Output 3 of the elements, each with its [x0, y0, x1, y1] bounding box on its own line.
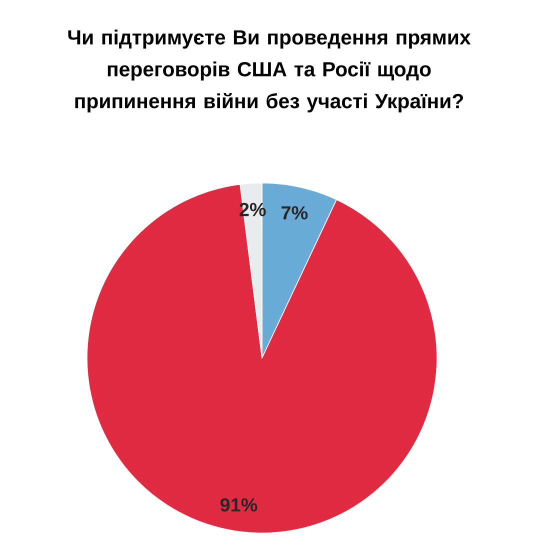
data-label: 91%	[220, 498, 258, 512]
data-label: 7%	[282, 206, 308, 220]
chart-title: Чи підтримуєте Ви проведення прямих переговорів США та Росії щодо припинення війни без участі України?	[68, 30, 471, 112]
